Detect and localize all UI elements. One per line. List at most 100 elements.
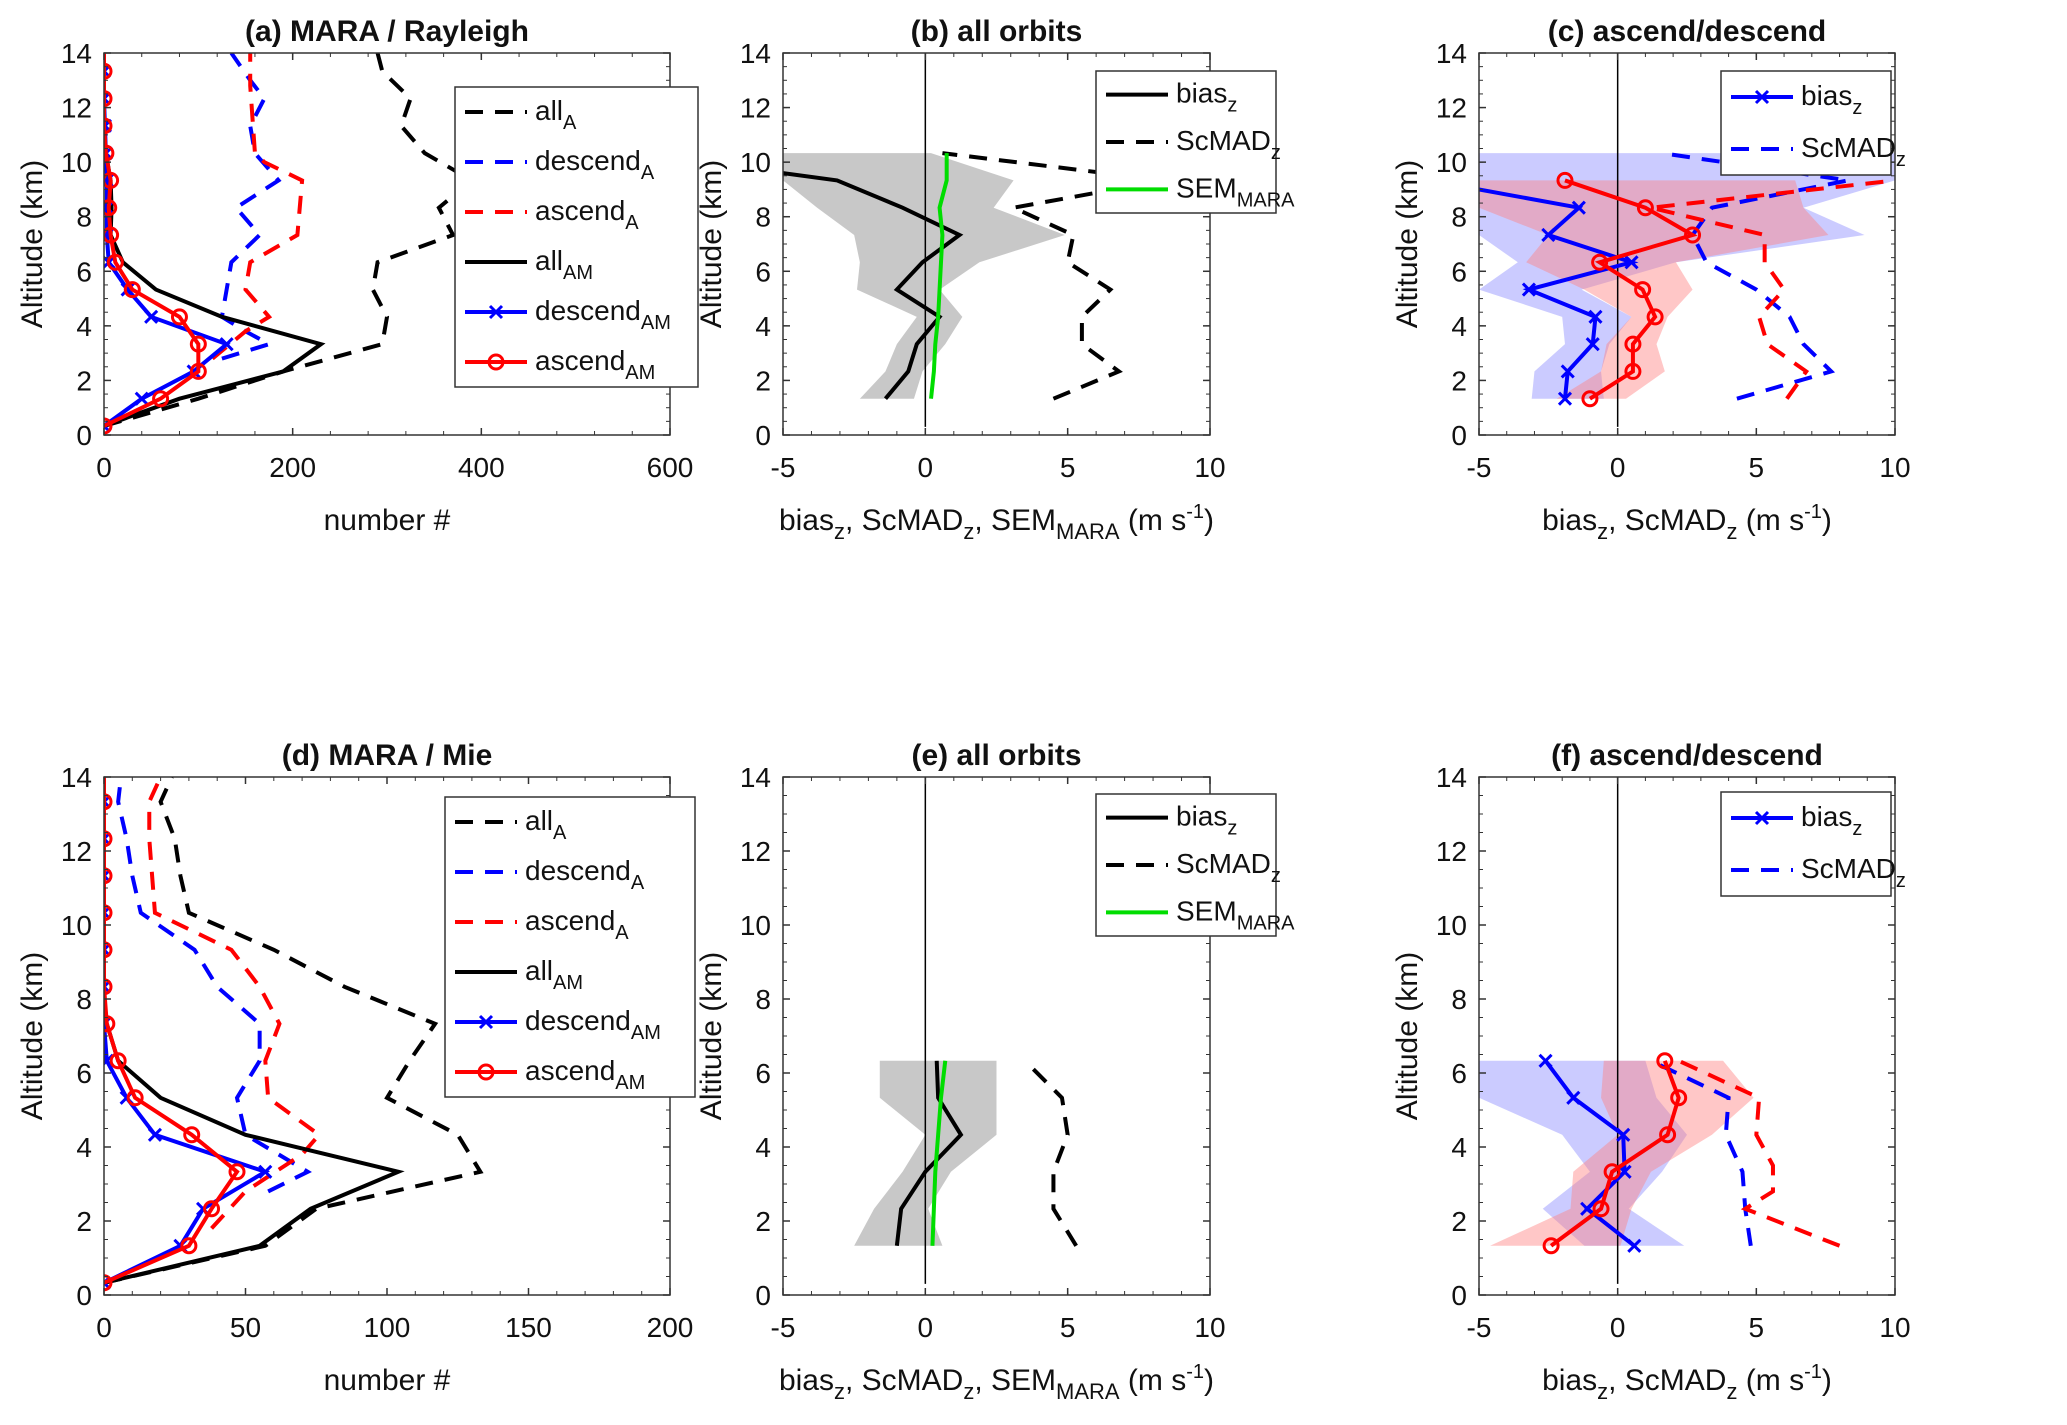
- legend-label: allA: [525, 805, 567, 844]
- legend-box: [1720, 70, 1892, 176]
- x-axis-label: number #: [324, 504, 451, 537]
- y-tick-label: 4: [1451, 311, 1467, 342]
- y-tick-label: 14: [740, 38, 771, 69]
- x-tick-label: 50: [230, 1312, 261, 1343]
- legend-label: ScMADz: [1176, 848, 1281, 887]
- panel-title: (b) all orbits: [911, 15, 1083, 48]
- y-tick-label: 6: [76, 256, 92, 287]
- series-line-scmad-z-ascend: [1650, 178, 1895, 400]
- data-point: [189, 362, 207, 380]
- data-point: [1624, 335, 1642, 353]
- data-point: [104, 978, 113, 996]
- data-point: [1560, 364, 1575, 379]
- y-tick-label: 4: [76, 311, 92, 342]
- x-tick-label: 400: [458, 452, 505, 483]
- series-line-ascend-am: [104, 777, 240, 1285]
- y-axis-label: Altitude (km): [1391, 952, 1424, 1120]
- legend-box: [1720, 791, 1892, 897]
- data-point: [1588, 309, 1603, 324]
- legend: biasz ScMADz SEMMARA: [1095, 793, 1295, 937]
- data-point: [104, 793, 113, 811]
- x-tick-label: 10: [1879, 1312, 1910, 1343]
- x-tick-label: -5: [771, 452, 796, 483]
- legend-label: biasz: [1176, 801, 1237, 840]
- data-point: [144, 309, 159, 324]
- legend-label: descendAM: [525, 1005, 661, 1044]
- y-tick-label: 0: [76, 1280, 92, 1311]
- x-tick-label: 0: [1610, 1312, 1626, 1343]
- data-point: [123, 281, 141, 299]
- data-point: [189, 335, 207, 353]
- data-point: [147, 1127, 163, 1142]
- y-tick-label: 12: [740, 93, 771, 124]
- y-tick-label: 12: [1436, 836, 1467, 867]
- y-tick-label: 6: [755, 1058, 771, 1089]
- y-tick-label: 14: [61, 762, 92, 793]
- data-point: [1616, 1127, 1631, 1142]
- series-line-ascend-a: [211, 53, 305, 361]
- y-tick-label: 14: [740, 762, 771, 793]
- data-point: [104, 226, 120, 244]
- y-tick-label: 8: [76, 202, 92, 233]
- legend-marker: [478, 1014, 494, 1030]
- panel-title: (d) MARA / Mie: [282, 739, 493, 772]
- data-point: [152, 390, 170, 408]
- y-tick-label: 6: [1451, 1058, 1467, 1089]
- legend-box: [444, 796, 696, 1098]
- data-point: [1634, 281, 1652, 299]
- series-line-bias-z-ascend: [1564, 178, 1698, 401]
- data-point: [1670, 1089, 1688, 1107]
- y-tick-label: 0: [1451, 1280, 1467, 1311]
- y-tick-label: 12: [61, 93, 92, 124]
- x-tick-label: 0: [1610, 452, 1626, 483]
- y-tick-label: 6: [1451, 256, 1467, 287]
- y-tick-label: 4: [76, 1132, 92, 1163]
- data-point: [104, 904, 113, 922]
- x-tick-label: 0: [918, 1312, 934, 1343]
- x-tick-label: 10: [1194, 1312, 1225, 1343]
- y-axis-label: Altitude (km): [1391, 160, 1424, 328]
- data-point: [104, 417, 113, 435]
- legend-label: ascendA: [535, 195, 639, 234]
- y-tick-label: 10: [1436, 910, 1467, 941]
- plot-area: [854, 777, 1078, 1284]
- legend-marker: [1754, 89, 1770, 105]
- data-point: [1557, 391, 1573, 406]
- legend-box: [454, 86, 699, 388]
- x-tick-label: 5: [1060, 452, 1076, 483]
- data-point: [1636, 199, 1654, 217]
- series-line-descend-am: [104, 71, 231, 428]
- series-line-sem-mara: [929, 153, 949, 399]
- y-axis-label: Altitude (km): [695, 160, 728, 328]
- y-tick-label: 4: [755, 311, 771, 342]
- series-line-all-am: [104, 152, 326, 428]
- y-tick-label: 8: [755, 202, 771, 233]
- panel-title: (f) ascend/descend: [1551, 739, 1823, 772]
- legend-label: ascendAM: [525, 1055, 645, 1094]
- data-point: [1571, 200, 1586, 215]
- y-tick-label: 8: [1451, 984, 1467, 1015]
- x-tick-label: 200: [269, 452, 316, 483]
- legend-label: allAM: [535, 245, 593, 284]
- y-tick-label: 12: [61, 836, 92, 867]
- x-tick-label: 0: [96, 1312, 112, 1343]
- x-axis-label: biasz, ScMADz (m s-1): [1542, 501, 1832, 544]
- data-point: [1585, 337, 1600, 352]
- x-tick-label: 150: [505, 1312, 552, 1343]
- data-point: [126, 1089, 144, 1107]
- data-point: [219, 337, 234, 352]
- y-tick-label: 10: [740, 910, 771, 941]
- data-point: [1603, 1163, 1621, 1181]
- data-point: [228, 1163, 246, 1181]
- legend-label: ScMADz: [1801, 132, 1906, 171]
- y-tick-label: 14: [1436, 38, 1467, 69]
- data-point: [1659, 1126, 1677, 1144]
- panel-d: 0 2 4 6 8 10 12 14 0 50 100 150 200 (d) MARA / Mie Alt…: [16, 739, 696, 1397]
- plot-area: [783, 53, 1165, 427]
- legend-label: biasz: [1176, 78, 1237, 117]
- uncertainty-band-blue: [1479, 1060, 1687, 1246]
- data-point: [1556, 171, 1574, 189]
- data-point: [104, 1274, 113, 1292]
